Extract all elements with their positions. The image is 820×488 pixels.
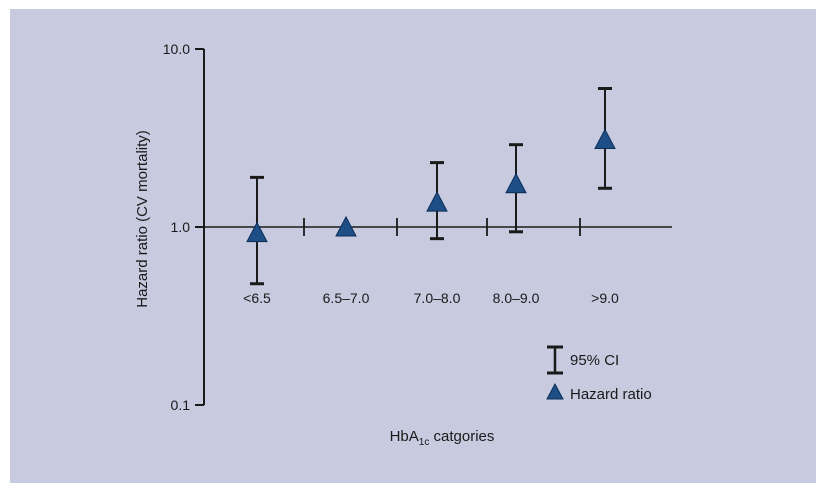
y-ticks: 10.0 1.0 0.1 (163, 41, 204, 413)
category-label: <6.5 (243, 290, 271, 306)
x-axis-label-main: HbA (390, 428, 419, 445)
chart-panel: 10.0 1.0 0.1 <6.5 6.5–7.0 7.0–8.0 8.0–9.0 >9.0… (10, 9, 816, 483)
hazard-marker (594, 128, 616, 150)
category-label: >9.0 (591, 290, 619, 306)
hazard-marker (246, 221, 268, 243)
legend-triangle-icon (546, 382, 564, 400)
legend-hr-label: Hazard ratio (570, 386, 652, 403)
hazard-markers (246, 128, 616, 243)
legend-ci-icon (547, 345, 563, 375)
category-label: 6.5–7.0 (323, 290, 370, 306)
error-bars (250, 86, 612, 286)
category-label: 8.0–9.0 (493, 290, 540, 306)
hazard-ratio-chart: 10.0 1.0 0.1 <6.5 6.5–7.0 7.0–8.0 8.0–9.0 >9.0… (134, 41, 672, 448)
hazard-marker (505, 172, 527, 194)
x-axis-label: HbA1c catgories (390, 428, 495, 448)
hazard-marker (335, 215, 357, 237)
category-label: 7.0–8.0 (414, 290, 461, 306)
legend-ci-label: 95% CI (570, 352, 619, 369)
x-axis-label-suffix: catgories (429, 428, 494, 445)
x-ticks (303, 218, 581, 236)
category-labels: <6.5 6.5–7.0 7.0–8.0 8.0–9.0 >9.0 (243, 290, 619, 306)
y-tick-label: 10.0 (163, 41, 190, 57)
x-axis-label-subscript: 1c (419, 437, 430, 448)
y-axis-label: Hazard ratio (CV mortality) (134, 130, 151, 308)
legend: 95% CI Hazard ratio (546, 345, 652, 403)
y-tick-label: 1.0 (171, 219, 191, 235)
hazard-marker (426, 191, 448, 212)
y-tick-label: 0.1 (171, 397, 191, 413)
